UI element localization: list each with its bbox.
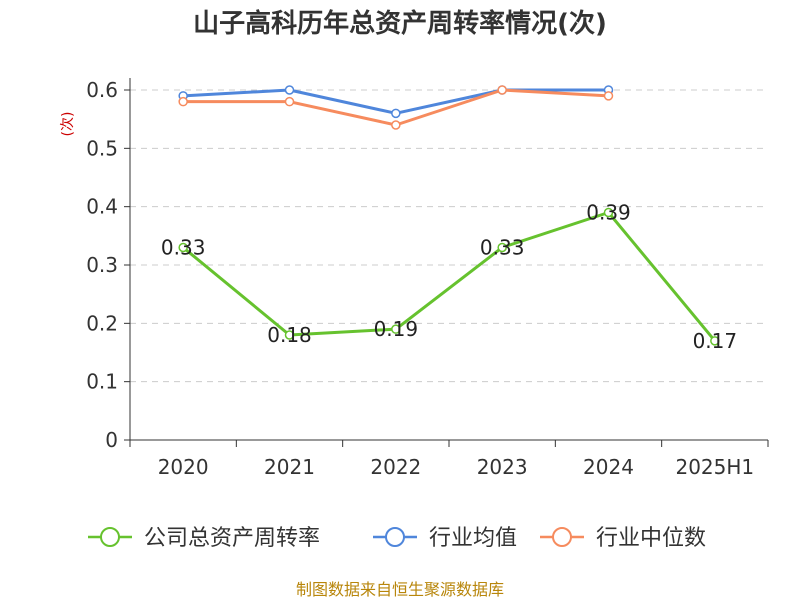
data-label: 0.17: [693, 329, 738, 353]
y-tick-label: 0.2: [86, 311, 118, 335]
legend-swatch-marker: [100, 527, 120, 547]
data-point: [178, 242, 188, 253]
data-label: 0.39: [586, 201, 631, 225]
legend-swatch-marker: [385, 527, 405, 547]
x-tick-label: 2024: [583, 455, 634, 479]
series-line: [182, 211, 716, 342]
y-tick-label: 0.1: [86, 370, 118, 394]
data-point: [497, 242, 507, 253]
legend-label: 行业均值: [429, 526, 517, 551]
y-tick-label: 0.4: [86, 195, 118, 219]
y-tick-label: 0.3: [86, 253, 118, 277]
series-layer: [178, 85, 720, 346]
y-axis-label: (次): [60, 112, 76, 137]
data-point: [497, 85, 507, 95]
data-label: 0.33: [480, 236, 525, 260]
data-point: [391, 108, 401, 119]
gridlines: [130, 89, 768, 383]
data-point: [710, 336, 720, 346]
series-line: [183, 88, 609, 127]
data-point: [391, 324, 401, 334]
source-note: 制图数据来自恒生聚源数据库: [296, 580, 504, 599]
data-point: [284, 330, 295, 340]
data-label: 0.18: [267, 323, 312, 347]
legend-swatch-marker: [552, 527, 572, 547]
x-tick-label: 2020: [158, 455, 209, 479]
y-tick-label: 0: [105, 428, 118, 452]
chart-title: 山子高科历年总资产周转率情况(次): [193, 8, 607, 39]
axes: 0 0.1 0.2 0.3 0.4 0.5 0.6 2020 2021 2022 2023 2024 2…: [86, 78, 769, 479]
data-label: 0.19: [374, 317, 419, 341]
x-tick-label: 2022: [370, 455, 421, 479]
data-point: [178, 96, 188, 107]
legend: 公司总资产周转率 行业均值 行业中位数: [88, 526, 706, 551]
data-point: [284, 85, 295, 95]
x-tick-label: 2023: [477, 455, 528, 479]
data-label: 0.33: [161, 236, 206, 260]
legend-label: 行业中位数: [596, 526, 706, 551]
data-point: [391, 120, 401, 130]
x-tick-label: 2025H1: [675, 455, 754, 479]
data-labels: 0.33 0.18 0.19 0.33 0.39 0.17: [161, 201, 737, 353]
y-tick-label: 0.5: [86, 136, 118, 160]
legend-label: 公司总资产周转率: [144, 526, 320, 551]
x-tick-label: 2021: [264, 455, 315, 479]
data-point: [603, 207, 614, 218]
y-tick-label: 0.6: [86, 78, 118, 102]
data-point: [284, 96, 295, 107]
data-point: [603, 91, 614, 101]
